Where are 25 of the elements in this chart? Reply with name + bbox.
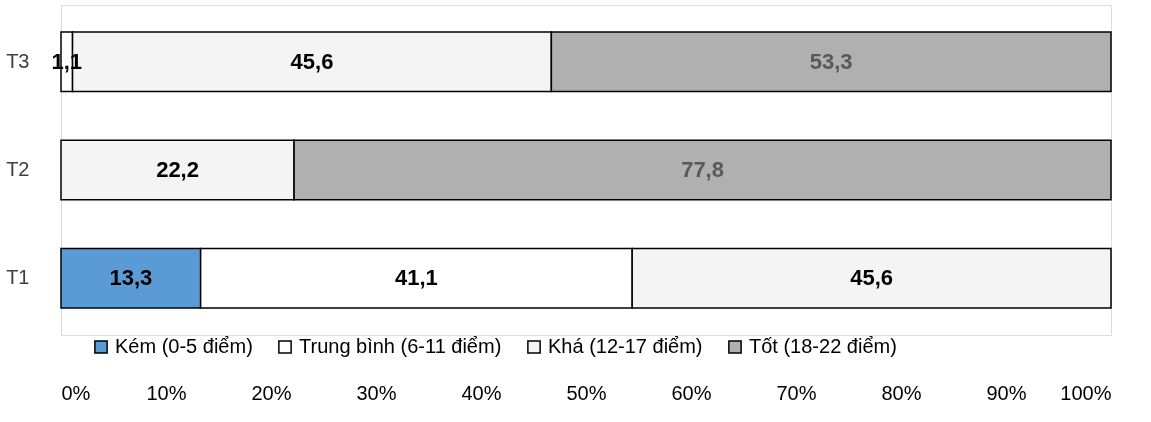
- y-tick-label: T2: [6, 158, 30, 180]
- x-tick-label: 70%: [776, 381, 817, 404]
- x-tick-label: 40%: [461, 381, 502, 404]
- data-label: 22,2: [156, 157, 199, 182]
- data-label: 13,3: [109, 265, 153, 291]
- data-label: 41,1: [395, 265, 438, 291]
- x-tick-label: 30%: [356, 381, 397, 404]
- legend-label: Tốt (18-22 điểm): [749, 335, 897, 357]
- x-tick-label: 20%: [251, 381, 292, 404]
- legend-label: Khá (12-17 điểm): [548, 335, 703, 357]
- y-tick-label: T3: [6, 49, 30, 72]
- x-tick-label: 60%: [671, 381, 712, 404]
- data-label: 45,6: [850, 265, 894, 291]
- data-label: 53,3: [809, 48, 853, 74]
- x-tick-label: 10%: [146, 381, 187, 404]
- x-tick-label: 100%: [1060, 381, 1112, 404]
- data-label: 45,6: [290, 48, 334, 74]
- x-tick-label: 90%: [986, 381, 1027, 404]
- data-label: 77,8: [681, 157, 724, 182]
- x-tick-label: 80%: [881, 381, 922, 404]
- x-tick-label: 50%: [566, 381, 607, 404]
- legend-label: Trung bình (6-11 điểm): [299, 335, 502, 357]
- x-tick-label: 0%: [61, 381, 91, 404]
- y-tick-label: T1: [6, 266, 30, 289]
- legend-label: Kém (0-5 điểm): [115, 335, 253, 357]
